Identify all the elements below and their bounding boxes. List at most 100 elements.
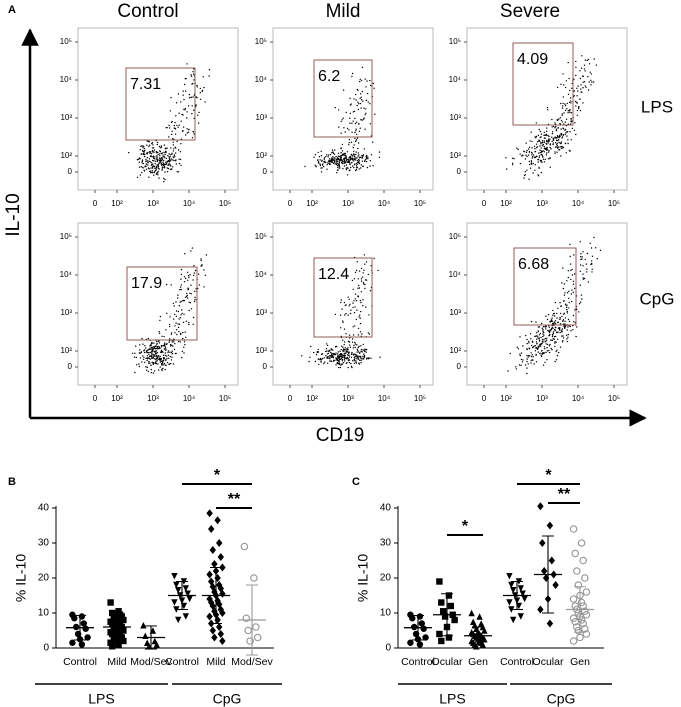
data-point: [473, 643, 480, 650]
event-dot: [553, 336, 556, 338]
event-dot: [154, 348, 157, 350]
event-dot: [152, 159, 154, 162]
event-dot: [564, 320, 566, 322]
event-dot: [189, 302, 192, 304]
event-dot: [558, 136, 560, 139]
event-dot: [546, 130, 548, 132]
event-dot: [177, 326, 180, 329]
event-dot: [178, 318, 180, 320]
data-point: [436, 630, 443, 638]
event-dot: [180, 143, 182, 145]
event-dot: [165, 157, 168, 160]
event-dot: [354, 325, 356, 327]
event-dot: [151, 170, 154, 172]
event-dot: [184, 107, 187, 110]
event-dot: [325, 355, 327, 357]
column-header: Control: [117, 1, 178, 22]
event-dot: [553, 312, 555, 315]
event-dot: [570, 102, 572, 104]
event-dot: [519, 162, 522, 165]
event-dot: [595, 247, 597, 249]
event-dot: [365, 112, 367, 115]
event-dot: [580, 264, 582, 266]
event-dot: [345, 350, 347, 352]
event-dot: [520, 358, 523, 361]
event-dot: [349, 344, 351, 346]
event-dot: [348, 144, 350, 146]
event-dot: [335, 162, 338, 164]
event-dot: [579, 241, 581, 243]
event-dot: [326, 353, 328, 355]
event-dot: [318, 363, 320, 366]
event-dot: [366, 92, 369, 95]
event-dot: [544, 158, 546, 161]
event-dot: [567, 276, 569, 279]
event-dot: [542, 143, 544, 146]
event-dot: [175, 159, 177, 161]
event-dot: [334, 313, 337, 316]
event-dot: [539, 145, 541, 147]
event-dot: [556, 151, 558, 153]
event-dot: [186, 292, 188, 295]
event-dot: [148, 151, 151, 153]
event-dot: [354, 306, 356, 308]
event-dot: [173, 156, 175, 159]
event-dot: [540, 159, 542, 162]
event-dot: [350, 141, 353, 143]
event-dot: [154, 156, 156, 158]
event-dot: [571, 300, 573, 303]
y-tick-label: 0: [457, 362, 462, 371]
event-dot: [335, 163, 338, 166]
event-dot: [171, 138, 174, 140]
event-dot: [563, 300, 565, 302]
event-dot: [198, 273, 200, 275]
event-dot: [174, 127, 177, 130]
event-dot: [151, 166, 154, 168]
event-dot: [544, 361, 546, 364]
event-dot: [329, 159, 332, 161]
event-dot: [556, 144, 558, 147]
event-dot: [301, 355, 303, 357]
event-dot: [358, 270, 361, 272]
event-dot: [519, 355, 521, 357]
event-dot: [163, 155, 165, 158]
plot-frame: [272, 222, 434, 386]
event-dot: [523, 151, 526, 153]
y-axis-label: % IL-10: [13, 554, 29, 602]
event-dot: [355, 361, 357, 363]
event-dot: [183, 108, 185, 111]
event-dot: [530, 355, 533, 358]
event-dot: [349, 117, 351, 119]
event-dot: [347, 358, 349, 360]
event-dot: [144, 345, 146, 347]
event-dot: [186, 117, 188, 119]
data-point: [577, 539, 586, 547]
panel-label: B: [8, 476, 16, 488]
event-dot: [359, 352, 361, 354]
event-dot: [148, 362, 150, 364]
event-dot: [553, 328, 556, 331]
event-dot: [151, 155, 153, 158]
event-dot: [188, 276, 190, 279]
event-dot: [190, 250, 192, 252]
event-dot: [343, 165, 346, 167]
event-dot: [354, 93, 357, 96]
event-dot: [536, 332, 538, 334]
event-dot: [537, 337, 539, 339]
event-dot: [199, 87, 201, 90]
event-dot: [177, 323, 179, 325]
event-dot: [331, 349, 333, 351]
event-dot: [535, 321, 537, 323]
y-tick-label: 10²: [255, 151, 267, 160]
event-dot: [515, 366, 517, 368]
event-dot: [522, 359, 524, 361]
event-dot: [554, 146, 557, 148]
event-dot: [317, 151, 319, 154]
event-dot: [526, 360, 528, 363]
event-dot: [369, 165, 371, 167]
event-dot: [190, 96, 192, 99]
event-dot: [158, 177, 160, 179]
event-dot: [172, 345, 174, 347]
event-dot: [169, 110, 171, 112]
event-dot: [372, 82, 374, 85]
